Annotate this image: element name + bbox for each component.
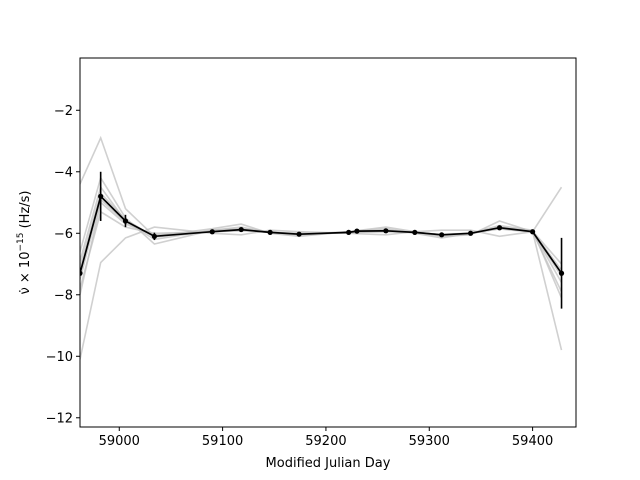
x-tick-label: 59000	[99, 434, 140, 449]
x-axis-label: Modified Julian Day	[266, 456, 391, 471]
data-point	[267, 229, 273, 235]
x-tick-label: 59400	[512, 434, 553, 449]
y-tick-label: −12	[46, 411, 73, 426]
data-point	[238, 226, 244, 233]
x-axis-ticks: 59000 59100 59200 59300 59400	[99, 427, 553, 449]
y-tick-label: −4	[54, 165, 73, 180]
y-axis-label: ν̇ × 10−15 (Hz/s)	[16, 191, 33, 295]
data-point	[346, 229, 352, 235]
data-point	[122, 218, 129, 224]
data-point	[558, 270, 565, 276]
data-point	[412, 229, 418, 235]
data-point	[151, 233, 157, 239]
x-tick-label: 59300	[409, 434, 450, 449]
data-point	[209, 229, 215, 235]
y-tick-label: −2	[54, 104, 73, 119]
data-point	[530, 229, 536, 235]
x-tick-label: 59200	[305, 434, 346, 449]
y-axis-label-base: ν̇ × 10	[18, 252, 33, 295]
data-point	[468, 230, 474, 236]
data-point	[98, 193, 104, 199]
y-axis-ticks: −12 −10 −8 −6 −4 −2	[46, 104, 80, 426]
data-point	[383, 228, 389, 234]
y-tick-label: −8	[54, 288, 73, 303]
y-tick-label: −10	[46, 350, 73, 365]
data-point	[439, 232, 445, 238]
data-point	[354, 228, 360, 234]
plot-frame	[79, 57, 577, 428]
y-tick-label: −6	[54, 227, 73, 242]
y-axis-label-unit: (Hz/s)	[18, 191, 33, 233]
main-series	[80, 171, 565, 309]
data-point	[80, 270, 83, 276]
data-point	[296, 231, 302, 237]
x-tick-label: 59100	[202, 434, 243, 449]
y-axis-label-exponent: −15	[16, 233, 26, 252]
data-point	[496, 225, 503, 231]
